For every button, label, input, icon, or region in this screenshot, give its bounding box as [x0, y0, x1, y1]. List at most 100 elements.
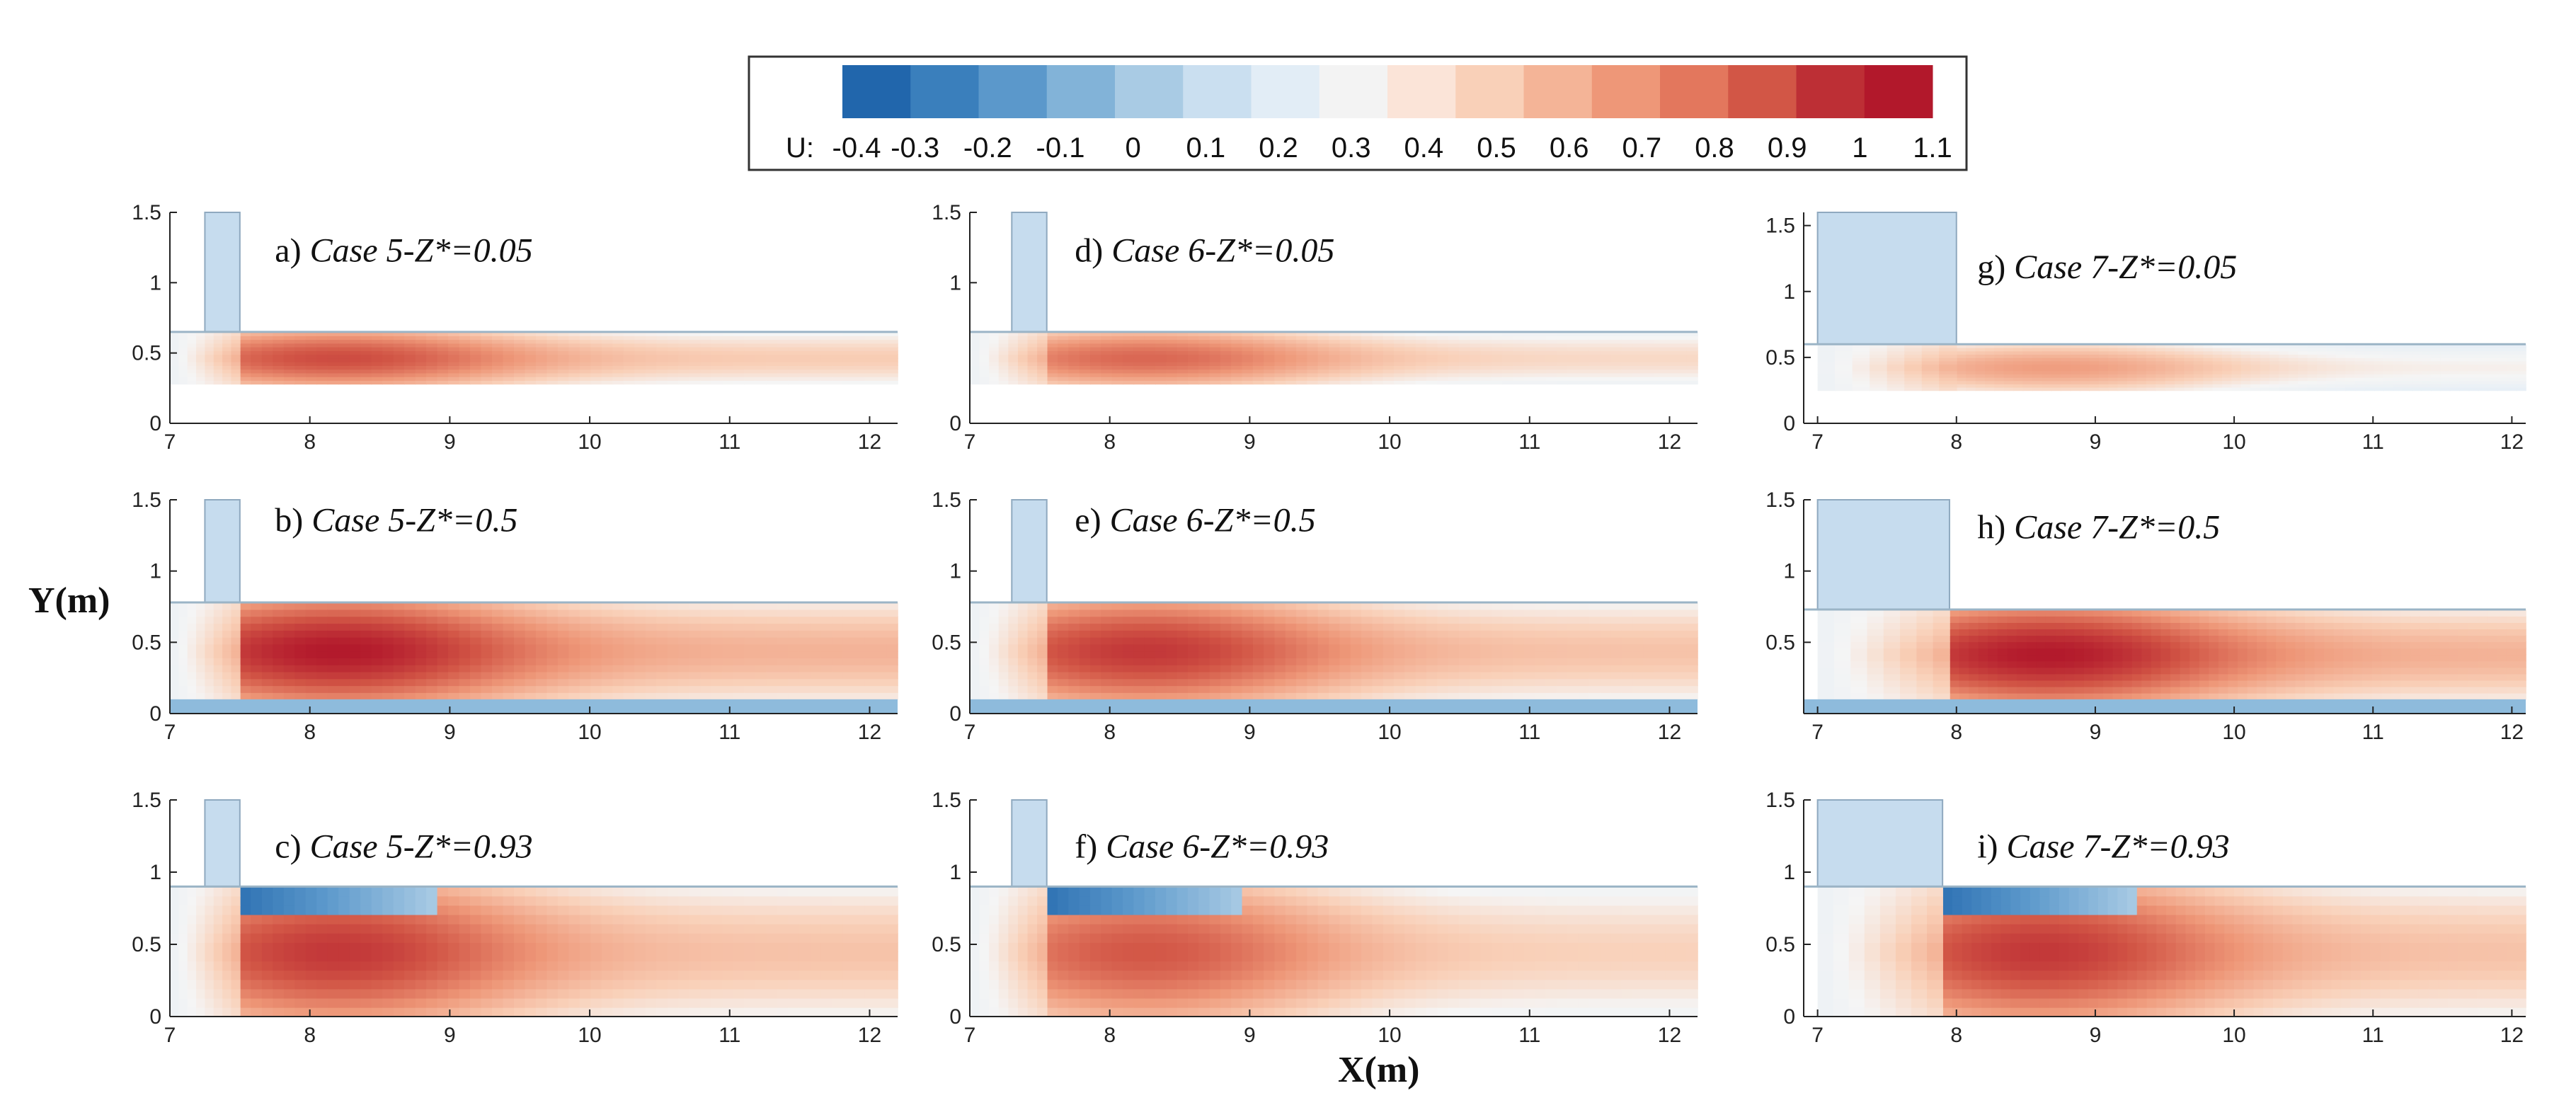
contour-cell [1177, 651, 1189, 658]
contour-cell [1676, 651, 1688, 658]
contour-cell [722, 651, 734, 658]
contour-cell [1177, 369, 1189, 374]
contour-cell [1264, 664, 1276, 673]
contour-cell [1621, 623, 1633, 631]
contour-cell [1133, 651, 1145, 658]
contour-cell [525, 369, 537, 374]
contour-cell [503, 343, 515, 348]
contour-cell [1187, 671, 1200, 680]
contour-cell [998, 609, 1009, 617]
contour-cell [832, 651, 844, 658]
contour-cell [1632, 643, 1644, 652]
contour-cell [1198, 609, 1210, 617]
contour-cell [231, 376, 241, 381]
contour-cell [261, 692, 274, 700]
contour-cell [864, 932, 876, 943]
contour-cell [1361, 602, 1373, 610]
contour-cell [1027, 651, 1038, 658]
contour-cell [886, 979, 898, 990]
contour-cell [876, 658, 888, 665]
contour-cell [404, 905, 416, 915]
contour-cell [1665, 354, 1677, 359]
contour-cell [1632, 685, 1644, 693]
contour-cell [1166, 331, 1178, 336]
contour-cell [601, 997, 614, 1008]
x-tick-label: 11 [1518, 430, 1540, 454]
contour-cell [1545, 331, 1557, 336]
contour-cell [788, 357, 800, 362]
contour-cell [1535, 623, 1547, 631]
contour-cell [1491, 609, 1504, 617]
contour-cell [842, 346, 854, 351]
contour-cell [1426, 651, 1438, 658]
contour-cell [535, 343, 548, 348]
contour-cell [178, 678, 188, 687]
contour-cell [546, 692, 559, 700]
contour-cell [678, 914, 690, 925]
contour-cell [557, 357, 570, 362]
contour-cell [1632, 658, 1644, 665]
contour-cell [1166, 609, 1178, 617]
contour-cell [1665, 350, 1677, 355]
contour-cell [382, 623, 394, 631]
contour-cell [1621, 350, 1633, 355]
contour-cell [404, 651, 416, 658]
contour-cell [1665, 623, 1677, 631]
contour-cell [1491, 372, 1504, 377]
contour-cell [404, 369, 416, 374]
contour-cell [733, 331, 745, 336]
contour-cell [231, 951, 241, 962]
contour-cell [579, 997, 592, 1008]
x-tick-label: 11 [1518, 721, 1540, 744]
contour-cell [196, 331, 206, 336]
contour-cell [1296, 678, 1308, 687]
contour-cell [842, 339, 854, 344]
contour-cell [294, 914, 307, 925]
contour-cell [1037, 336, 1048, 341]
contour-cell [623, 923, 636, 934]
contour-cell [886, 357, 898, 362]
contour-cell [634, 685, 646, 693]
contour-cell [470, 380, 482, 385]
contour-cell [645, 376, 658, 381]
contour-cell [1101, 623, 1113, 631]
y-tick-label: 0 [949, 412, 961, 435]
contour-cell [876, 346, 888, 351]
contour-cell [777, 988, 789, 999]
contour-cell [623, 671, 636, 680]
contour-cell [678, 678, 690, 687]
contour-cell [634, 636, 646, 645]
contour-cell [283, 1007, 296, 1017]
contour-cell [459, 354, 471, 359]
contour-cell [854, 942, 866, 952]
contour-cell [1058, 895, 1070, 906]
contour-cell [678, 643, 690, 652]
contour-cell [1144, 671, 1156, 680]
contour-cell [886, 914, 898, 925]
contour-cell [1545, 343, 1557, 348]
contour-cell [568, 923, 580, 934]
contour-cell [1017, 636, 1029, 645]
contour-cell [810, 609, 822, 617]
contour-cell [1676, 643, 1688, 652]
contour-cell [1307, 376, 1319, 381]
contour-cell [1556, 623, 1568, 631]
contour-cell [546, 658, 559, 665]
contour-cell [557, 942, 570, 952]
contour-cell [1404, 361, 1416, 366]
contour-cell [294, 609, 307, 617]
contour-cell [557, 380, 570, 385]
contour-cell [492, 951, 504, 962]
contour-cell [1470, 365, 1482, 370]
contour-cell [1686, 361, 1698, 366]
contour-cell [842, 914, 854, 925]
contour-cell [1578, 336, 1590, 341]
contour-cell [382, 369, 394, 374]
contour-cell [1361, 369, 1373, 374]
contour-cell [503, 376, 515, 381]
contour-cell [437, 988, 449, 999]
contour-cell [1155, 678, 1167, 687]
contour-cell [832, 602, 844, 610]
contour-cell [273, 343, 285, 348]
contour-cell [744, 643, 756, 652]
